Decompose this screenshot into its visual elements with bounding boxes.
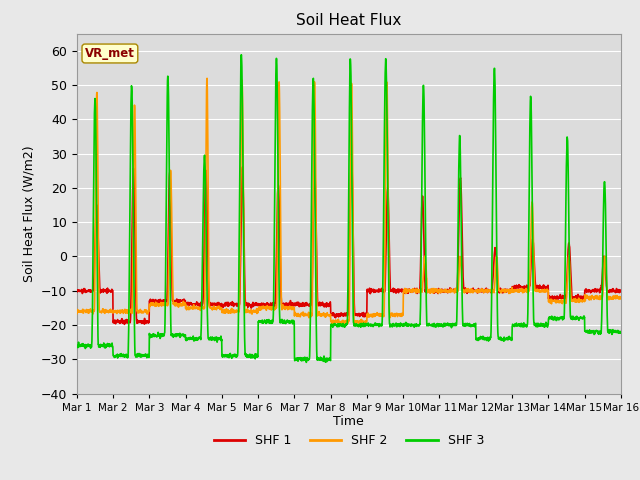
Text: VR_met: VR_met <box>85 47 135 60</box>
X-axis label: Time: Time <box>333 415 364 429</box>
Y-axis label: Soil Heat Flux (W/m2): Soil Heat Flux (W/m2) <box>22 145 35 282</box>
Title: Soil Heat Flux: Soil Heat Flux <box>296 13 401 28</box>
Legend: SHF 1, SHF 2, SHF 3: SHF 1, SHF 2, SHF 3 <box>209 429 489 452</box>
